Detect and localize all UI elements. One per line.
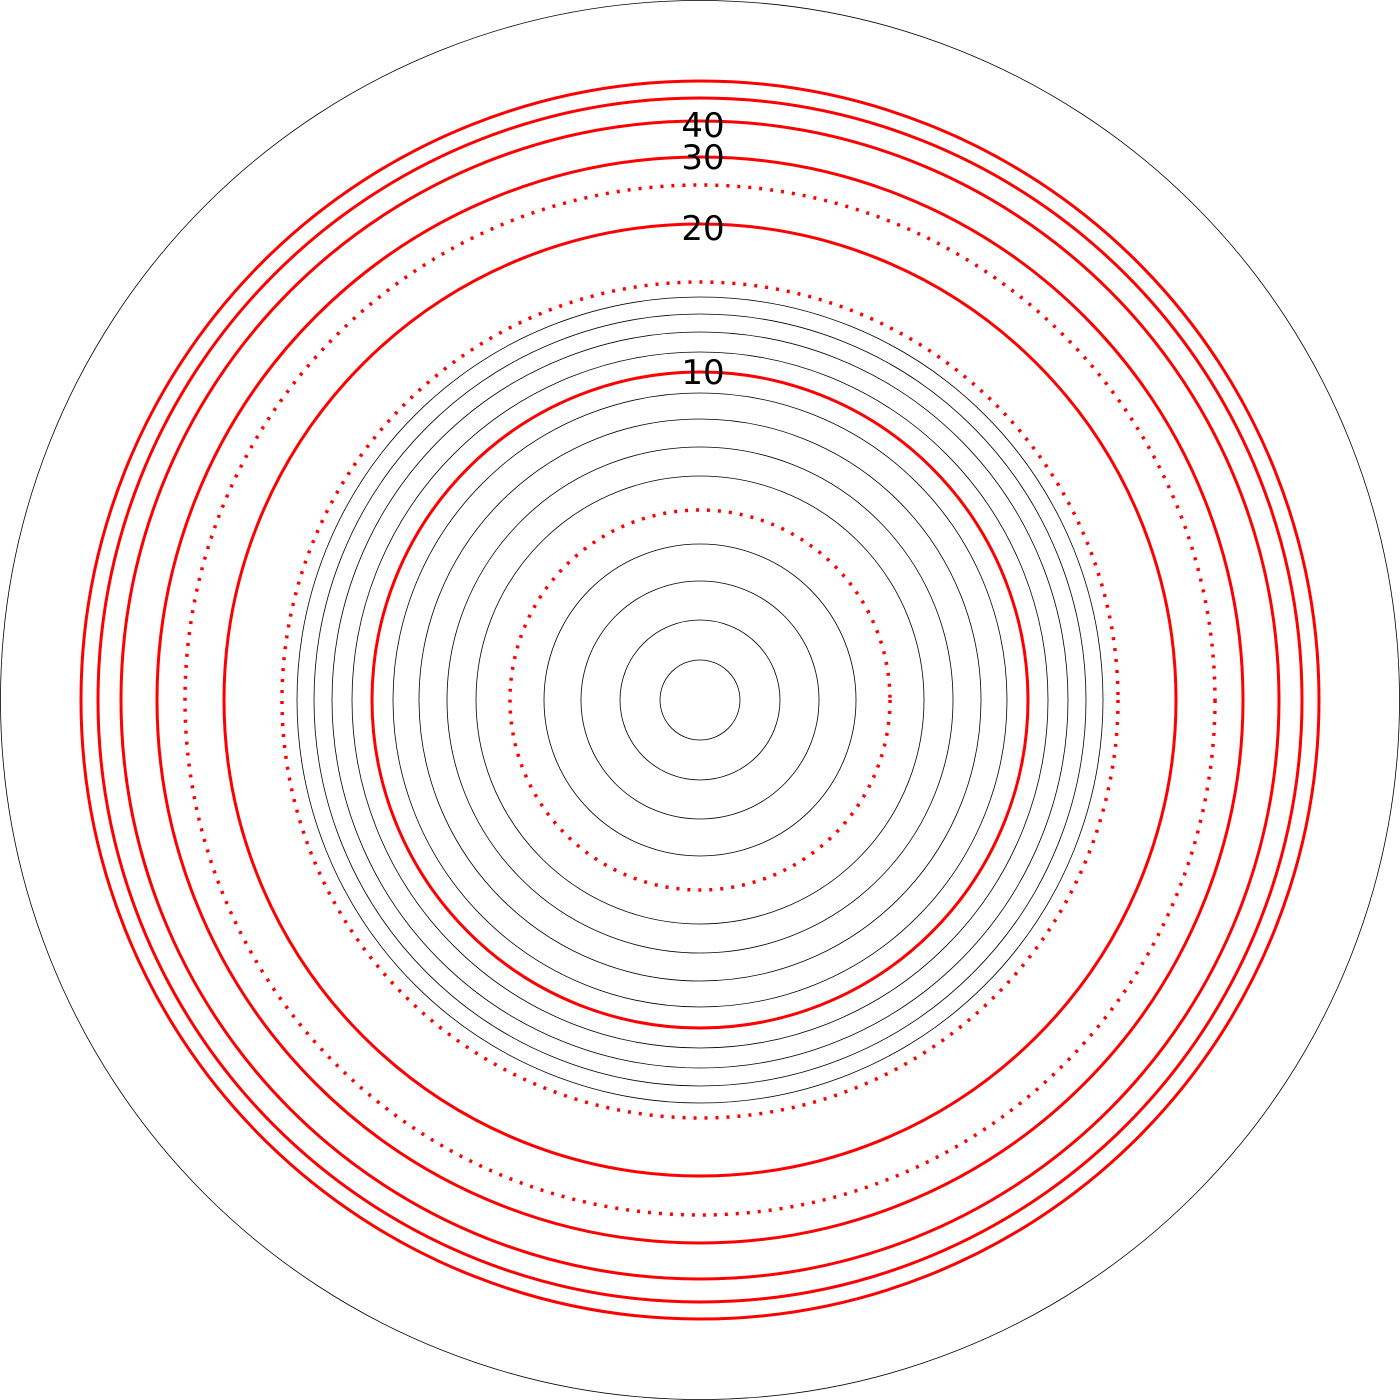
black-ring	[418, 418, 982, 982]
black-ring	[392, 392, 1008, 1008]
black-ring	[313, 313, 1087, 1087]
red-solid-contour	[370, 370, 1030, 1030]
red-solid-contour	[79, 79, 1321, 1321]
black-ring	[580, 580, 820, 820]
red-dotted-contour	[508, 508, 892, 892]
red-solid-contour	[96, 96, 1304, 1304]
black-ring	[296, 296, 1104, 1104]
contour-label-30: 30	[681, 138, 724, 178]
black-ring	[446, 446, 954, 954]
contour-label-20: 20	[681, 209, 724, 249]
contour-label-10: 10	[681, 353, 724, 393]
red-dotted-contour	[183, 183, 1217, 1217]
red-solid-contour	[119, 119, 1281, 1281]
black-ring	[619, 619, 781, 781]
red-solid-contour	[155, 155, 1245, 1245]
black-ring	[543, 543, 857, 857]
black-ring	[475, 475, 925, 925]
red-dotted-contour	[280, 280, 1120, 1120]
black-ring	[351, 351, 1049, 1049]
contour-label-40: 40	[681, 106, 724, 146]
black-ring	[659, 659, 741, 741]
red-solid-contour	[222, 222, 1178, 1178]
black-ring	[331, 331, 1069, 1069]
